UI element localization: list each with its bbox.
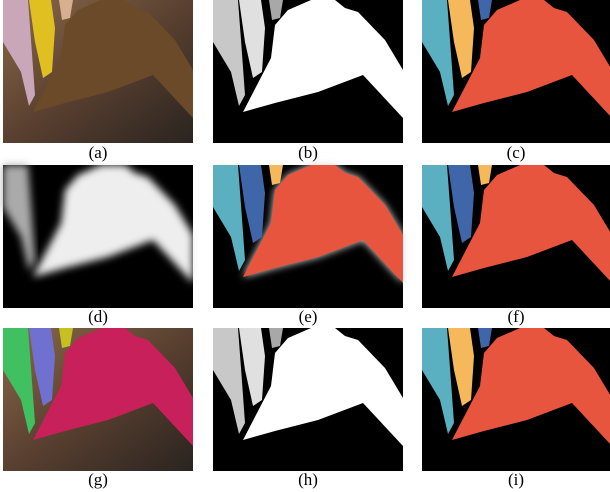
panel-label: (g) <box>88 470 108 489</box>
panel-label: (a) <box>89 143 108 162</box>
panel-label: (c) <box>507 143 526 162</box>
panel-label: (h) <box>298 470 318 489</box>
figure: (a) (b) (c) (d) (e) (f) (g) (h) (i) <box>0 0 610 492</box>
panel-h <box>213 328 403 471</box>
panel-a <box>3 0 193 143</box>
panel-d <box>3 165 193 308</box>
panel-label: (e) <box>299 307 318 326</box>
panel-i <box>422 328 610 471</box>
panel-c <box>422 0 610 143</box>
panel-label: (b) <box>298 143 318 162</box>
panel-g <box>3 328 193 471</box>
panel-e <box>213 165 403 308</box>
panel-f <box>422 165 610 308</box>
panel-label: (i) <box>508 470 524 489</box>
panel-label: (f) <box>508 307 525 326</box>
panel-b <box>213 0 403 143</box>
panel-label: (d) <box>88 307 108 326</box>
